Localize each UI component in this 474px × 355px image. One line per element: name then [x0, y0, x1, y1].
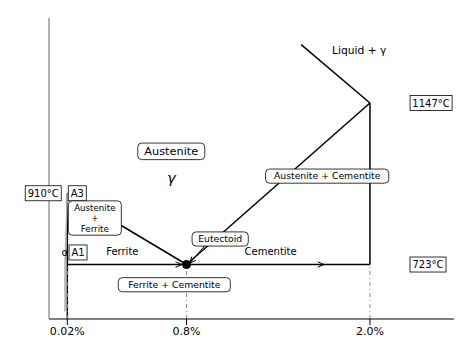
svg-text:A1: A1: [71, 247, 84, 258]
svg-text:Austenite + Cementite: Austenite + Cementite: [274, 170, 381, 181]
svg-text:Eutectoid: Eutectoid: [198, 233, 242, 244]
svg-text:0.02%: 0.02%: [50, 325, 85, 338]
svg-text:Ferrite: Ferrite: [106, 246, 138, 257]
svg-text:γ: γ: [167, 169, 177, 186]
svg-text:1147°C: 1147°C: [412, 98, 449, 109]
svg-text:0.8%: 0.8%: [173, 325, 201, 338]
svg-text:A3: A3: [71, 188, 84, 199]
svg-text:Cementite: Cementite: [245, 246, 297, 257]
svg-text:910°C: 910°C: [28, 188, 59, 199]
svg-text:Austenite: Austenite: [144, 145, 198, 158]
svg-text:723°C: 723°C: [412, 259, 443, 270]
svg-text:α: α: [62, 246, 69, 259]
svg-text:Liquid + γ: Liquid + γ: [332, 44, 386, 57]
svg-text:2.0%: 2.0%: [356, 325, 384, 338]
svg-text:Ferrite + Cementite: Ferrite + Cementite: [128, 279, 220, 290]
svg-text:Austenite+Ferrite: Austenite+Ferrite: [74, 203, 115, 234]
